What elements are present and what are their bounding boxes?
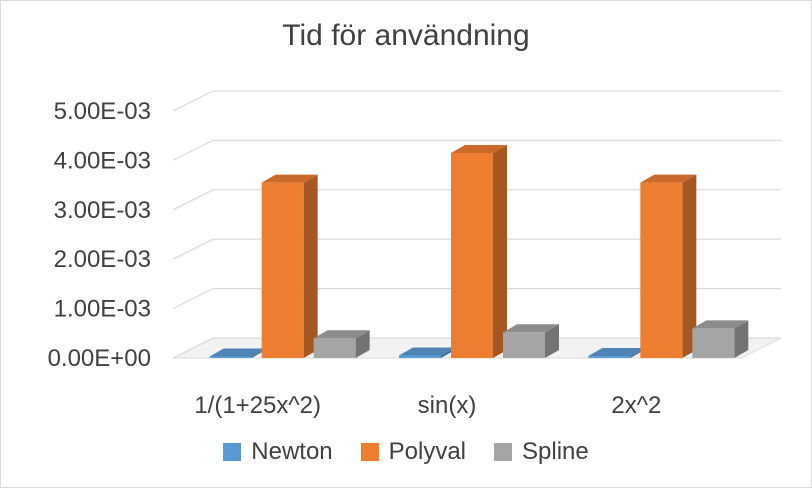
bar-polyval xyxy=(451,152,493,358)
bar-top-newton xyxy=(399,347,455,356)
bar-top-newton xyxy=(588,348,645,357)
legend: Newton Polyval Spline xyxy=(1,438,811,466)
y-tick-label: 4.00E-03 xyxy=(54,147,151,174)
legend-swatch xyxy=(223,443,242,461)
legend-item-spline: Spline xyxy=(494,438,589,466)
bar-polyval xyxy=(261,182,304,358)
gridline-depth xyxy=(172,139,214,161)
legend-swatch xyxy=(494,443,513,461)
plot-area: 0.00E+00 1.00E-03 2.00E-03 3.00E-03 4.00E-03… xyxy=(48,90,782,419)
bar-side-polyval xyxy=(493,144,507,358)
x-category-label: 2x^2 xyxy=(611,392,661,419)
y-tick-label: 2.00E-03 xyxy=(54,246,151,273)
gridline-depth xyxy=(172,238,214,260)
legend-label: Polyval xyxy=(388,438,467,465)
x-category-label: 1/(1+25x^2) xyxy=(194,392,321,419)
y-tick-label: 1.00E-03 xyxy=(54,296,151,323)
y-tick-label: 5.00E-03 xyxy=(54,98,151,125)
legend-label: Newton xyxy=(251,438,333,465)
gridline-depth xyxy=(172,337,214,359)
gridline-depth xyxy=(172,90,214,112)
bar-top-spline xyxy=(313,330,370,339)
bar-spline xyxy=(313,338,356,358)
bar-newton xyxy=(588,356,631,358)
bar-top-spline xyxy=(503,324,559,333)
bar-side-spline xyxy=(545,324,559,358)
bar-polyval xyxy=(640,182,683,358)
y-tick-label: 3.00E-03 xyxy=(54,197,151,224)
x-category-label: sin(x) xyxy=(418,392,477,419)
bar-top-newton xyxy=(209,348,266,357)
bar-newton xyxy=(399,355,441,358)
gridline-depth xyxy=(172,189,214,211)
bar-spline xyxy=(503,332,545,358)
legend-label: Spline xyxy=(522,438,589,465)
bar-side-spline xyxy=(734,320,749,358)
bar-top-polyval xyxy=(451,144,507,153)
bar-side-polyval xyxy=(682,174,697,358)
bar-top-spline xyxy=(692,320,749,329)
bar-top-polyval xyxy=(261,174,318,183)
legend-swatch xyxy=(360,443,379,461)
chart-title: Tid för användning xyxy=(282,19,530,52)
legend-item-polyval: Polyval xyxy=(360,438,467,466)
bar-side-spline xyxy=(355,330,370,358)
bar-side-polyval xyxy=(303,174,318,358)
gridline-depth xyxy=(172,288,214,310)
y-tick-label: 0.00E+00 xyxy=(48,345,151,372)
bar-spline xyxy=(692,328,735,358)
legend-item-newton: Newton xyxy=(223,438,333,466)
bar-newton xyxy=(209,356,252,358)
bar-top-polyval xyxy=(640,174,697,183)
